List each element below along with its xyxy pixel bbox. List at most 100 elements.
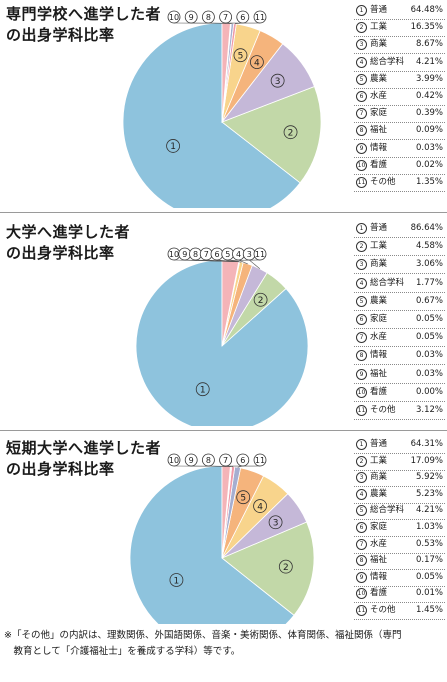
legend-label: 普通 [370,223,388,233]
legend-label: 水産 [370,332,388,343]
slice-marker-ring [184,10,198,24]
legend-marker: 10 [356,159,367,171]
chart-title-line-1: 専門学校へ進学した者 [6,5,162,23]
legend-label: 商業 [370,39,388,50]
chart-section-junior-college: 1 2 3 4 5 10 9 8 7 6 11 短期大学へ進学した者 の出身学科比率 1 普通 64.3… [0,434,447,624]
pie-slice-2 [221,86,322,184]
legend-value: 1.35% [415,177,443,187]
legend-label: 工業 [370,241,388,252]
legend-label: 情報 [370,350,388,361]
legend-marker: 9 [356,571,367,583]
slice-marker-ring [270,73,285,88]
slice-marker-6: 6 [240,13,245,22]
legend-row: 2 工業 16.35% [354,19,445,38]
legend-label: 工業 [370,455,388,466]
slice-marker-2: 2 [288,128,294,138]
pie-slice-2 [221,521,315,616]
legend-value: 0.02% [415,159,443,170]
pie-slices [129,465,315,624]
legend-value: 0.03% [415,350,443,361]
legend-marker: 11 [356,177,367,188]
pie-slice-1 [129,465,295,624]
legend-label: 総合学科 [370,505,405,516]
legend-marker: 11 [356,605,367,616]
slice-marker-7: 7 [223,456,228,465]
legend-marker: 9 [356,142,367,154]
slice-marker-ring [219,10,233,24]
slice-marker-ring [184,453,198,467]
legend-label: 看護 [370,588,388,599]
legend-label: その他 [370,405,396,415]
chart-title-line-2: の出身学科比率 [6,26,115,44]
slice-marker-9: 9 [189,13,194,22]
legend-marker: 7 [356,538,367,550]
legend-marker: 8 [356,350,367,362]
slice-marker-3: 3 [275,77,281,87]
legend-value: 0.03% [415,142,443,153]
legend-label: 農業 [370,295,388,306]
legend-label: 福祉 [370,125,388,136]
legend-label: 看護 [370,386,388,397]
slice-marker-2: 2 [283,563,289,573]
legend-marker: 7 [356,332,367,344]
chart-title: 専門学校へ進学した者 の出身学科比率 [6,4,161,46]
legend-value: 16.35% [410,22,443,33]
legend-marker: 6 [356,314,367,325]
pie-chart: 1 2 10 9 8 7 6 5 4 3 11 [135,247,309,426]
legend-label: 工業 [370,22,388,33]
slice-marker-ring [219,453,233,467]
legend-label: 総合学科 [370,56,405,67]
legend-row: 3 商業 3.06% [354,256,445,275]
legend-row: 11 その他 1.35% [354,174,445,192]
slice-marker-4: 4 [236,250,241,259]
legend-label: 家庭 [370,108,388,119]
pie-chart: 1 2 3 45 10 9 8 7 6 11 [122,10,322,208]
legend-marker: 4 [356,488,367,500]
legend-value: 1.03% [415,522,443,532]
slice-leader-line [238,259,248,265]
slice-marker-ring [253,453,267,467]
legend-row: 7 水産 0.53% [354,536,445,554]
legend-label: 情報 [370,571,388,582]
legend-marker: 8 [356,125,367,137]
legend-value: 0.03% [415,368,443,379]
slice-marker-5: 5 [240,493,246,503]
legend-label: 福祉 [370,368,388,379]
legend-row: 10 看護 0.00% [354,384,445,402]
legend-label: 総合学科 [370,277,405,288]
legend-row: 1 普通 86.64% [354,220,445,238]
slice-marker-ring [201,453,215,467]
slice-marker-ring [201,10,215,24]
slice-marker-1: 1 [170,142,176,152]
legend-value: 1.45% [415,605,443,615]
slice-marker-8: 8 [206,13,211,22]
legend-row: 3 商業 5.92% [354,469,445,488]
legend-label: 農業 [370,488,388,499]
slice-marker-5: 5 [238,52,244,62]
legend-marker: 10 [356,588,367,600]
legend-value: 17.09% [410,455,443,466]
legend-row: 11 その他 3.12% [354,402,445,420]
legend-marker: 1 [356,5,367,16]
legend-value: 64.48% [410,5,443,15]
legend-row: 5 農業 0.67% [354,293,445,311]
slice-marker-1: 1 [200,385,206,395]
legend-row: 4 総合学科 4.21% [354,54,445,72]
legend-marker: 7 [356,108,367,120]
legend-value: 0.17% [415,555,443,566]
legend-label: 家庭 [370,522,388,532]
slice-marker-ring [166,139,180,153]
legend-row: 9 情報 0.05% [354,569,445,587]
slice-marker-1: 1 [174,576,180,586]
footnote-line-2: 教育として「介護福祉士」を養成する学科）等です。 [4,646,241,657]
legend-value: 0.01% [415,588,443,599]
slice-leader-line [249,259,261,270]
slice-marker-ring [278,559,293,574]
chart-title: 短期大学へ進学した者 の出身学科比率 [6,438,161,480]
slice-marker-5: 5 [225,250,230,259]
legend-marker: 5 [356,73,367,85]
legend-marker: 6 [356,522,367,533]
legend-row: 2 工業 4.58% [354,238,445,257]
slice-marker-7: 7 [204,250,209,259]
legend-value: 4.58% [415,241,443,252]
